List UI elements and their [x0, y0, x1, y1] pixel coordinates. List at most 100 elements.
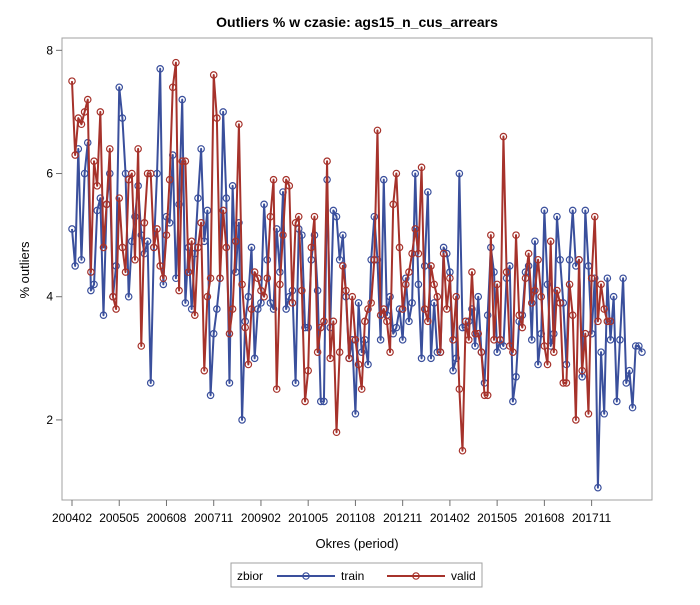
- data-point-valid: [505, 342, 514, 350]
- data-point-train: [405, 317, 413, 326]
- legend-items: train valid: [277, 569, 476, 583]
- data-point-valid: [376, 311, 385, 320]
- data-point-valid: [304, 366, 312, 375]
- x-tick-label: 201005: [288, 511, 328, 525]
- data-point-valid: [175, 286, 183, 295]
- data-point-train: [332, 212, 341, 221]
- data-point-valid: [446, 274, 454, 283]
- data-point-train: [625, 366, 634, 375]
- data-point-valid: [405, 268, 413, 276]
- data-point-train: [616, 336, 624, 344]
- data-point-valid: [74, 114, 83, 122]
- data-point-train: [471, 342, 479, 350]
- data-point-valid: [439, 249, 448, 258]
- data-point-train: [335, 255, 344, 264]
- data-point-valid: [480, 391, 489, 400]
- data-point-train: [427, 354, 435, 363]
- data-point-train: [304, 323, 312, 332]
- data-point-train: [260, 200, 268, 209]
- data-point-valid: [323, 157, 331, 166]
- data-point-train: [474, 292, 483, 301]
- data-point-valid: [527, 299, 536, 307]
- data-point-train: [411, 169, 420, 178]
- data-point-train: [90, 280, 98, 289]
- data-point-valid: [320, 317, 328, 326]
- data-point-valid: [553, 286, 561, 295]
- data-point-valid: [156, 262, 164, 270]
- data-point-train: [96, 194, 105, 202]
- data-point-train: [613, 397, 621, 406]
- data-point-valid: [285, 182, 294, 190]
- x-tick-label: 200402: [52, 511, 92, 525]
- y-tick-label: 8: [46, 43, 53, 57]
- data-point-valid: [572, 416, 580, 424]
- data-point-valid: [228, 305, 237, 313]
- data-point-train: [609, 292, 618, 301]
- data-point-train: [93, 206, 101, 215]
- data-point-train: [553, 212, 561, 221]
- data-point-valid: [568, 311, 577, 320]
- data-point-valid: [269, 175, 278, 184]
- data-point-valid: [354, 360, 363, 369]
- data-point-valid: [361, 317, 369, 326]
- data-point-valid: [124, 175, 133, 184]
- data-point-valid: [531, 286, 539, 295]
- data-point-valid: [260, 292, 268, 301]
- data-point-valid: [417, 163, 426, 172]
- data-point-valid: [436, 348, 445, 356]
- data-point-valid: [244, 360, 253, 369]
- data-point-train: [483, 311, 492, 320]
- data-point-valid: [222, 243, 231, 252]
- legend-swatch-marker: [302, 572, 310, 580]
- data-point-valid: [502, 268, 511, 276]
- data-point-valid: [213, 114, 221, 122]
- data-point-train: [87, 286, 95, 295]
- data-point-valid: [540, 342, 549, 350]
- data-point-valid: [471, 329, 479, 338]
- data-point-valid: [307, 243, 316, 252]
- data-point-valid: [102, 200, 111, 209]
- data-point-valid: [263, 274, 272, 283]
- data-point-valid: [200, 366, 209, 375]
- data-point-valid: [420, 305, 429, 313]
- data-point-valid: [584, 409, 593, 418]
- data-point-valid: [203, 292, 212, 301]
- data-point-valid: [452, 292, 460, 301]
- data-point-valid: [225, 329, 234, 338]
- data-point-valid: [386, 348, 394, 356]
- data-point-valid: [197, 219, 205, 227]
- y-axis: 2 4 6 8: [46, 43, 62, 427]
- data-point-valid: [279, 231, 287, 239]
- legend-label: train: [341, 569, 364, 583]
- data-point-train: [606, 336, 615, 344]
- data-point-valid: [146, 169, 155, 178]
- data-point-valid: [603, 317, 612, 326]
- data-point-valid: [310, 212, 319, 221]
- data-point-train: [386, 292, 394, 301]
- data-point-valid: [458, 446, 467, 455]
- data-point-train: [316, 397, 325, 406]
- data-point-train: [597, 348, 605, 356]
- data-point-valid: [168, 83, 177, 92]
- data-point-train: [291, 379, 300, 387]
- data-point-valid: [345, 354, 353, 363]
- data-point-train: [527, 336, 536, 344]
- data-point-valid: [402, 280, 410, 289]
- data-point-train: [631, 342, 640, 350]
- data-point-valid: [254, 274, 262, 283]
- data-point-valid: [184, 268, 193, 276]
- data-point-valid: [298, 286, 306, 295]
- data-point-valid: [137, 342, 146, 350]
- data-point-valid: [559, 379, 568, 387]
- legend-item-train: train: [277, 569, 364, 583]
- data-point-train: [543, 280, 552, 289]
- data-point-valid: [587, 274, 596, 283]
- data-point-train: [493, 348, 501, 356]
- data-point-valid: [562, 379, 571, 387]
- data-point-train: [417, 354, 426, 363]
- data-point-train: [313, 286, 322, 295]
- data-point-valid: [414, 249, 423, 258]
- data-point-train: [628, 403, 637, 412]
- data-point-valid: [496, 336, 505, 344]
